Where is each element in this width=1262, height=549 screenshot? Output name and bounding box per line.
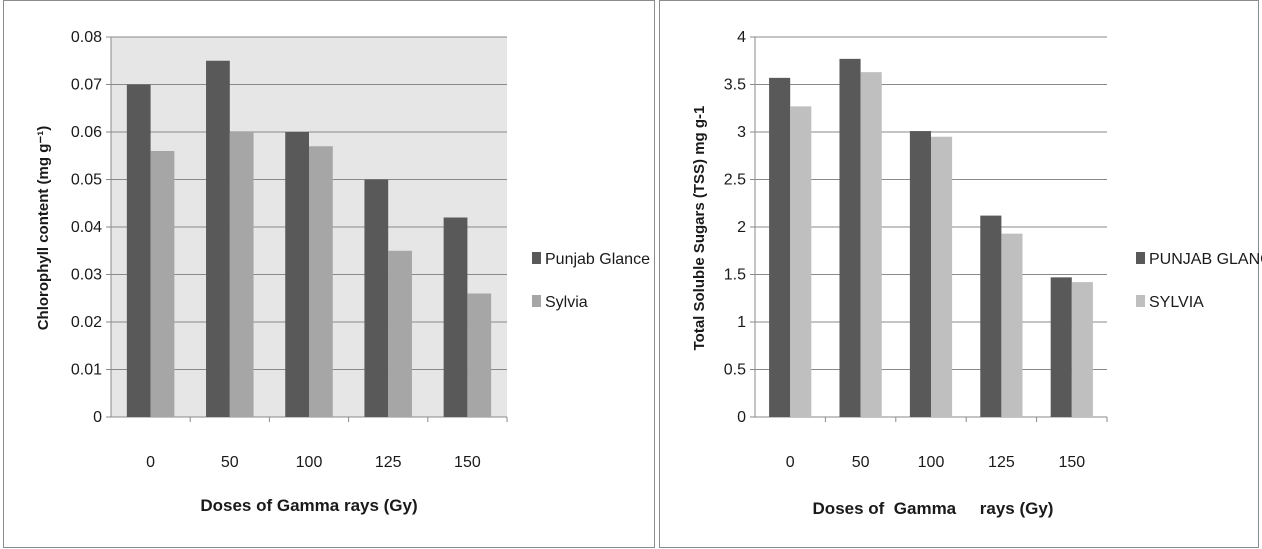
x-axis-title: Doses of Gamma rays (Gy) bbox=[200, 496, 417, 515]
bar-punjab-glance-150 bbox=[443, 217, 468, 417]
y-tick-label: 3.5 bbox=[724, 77, 746, 94]
legend-swatch bbox=[1136, 252, 1145, 264]
legend-label: Punjab Glance bbox=[545, 251, 650, 268]
legend-swatch bbox=[532, 295, 541, 307]
bar-sylvia-100 bbox=[931, 136, 953, 417]
bar-sylvia-50 bbox=[229, 132, 254, 417]
y-tick-label: 0.08 bbox=[71, 29, 102, 46]
bar-punjab-glance-50 bbox=[839, 58, 861, 417]
x-tick-label: 125 bbox=[988, 454, 1015, 471]
bar-punjab-glance-150 bbox=[1050, 277, 1072, 417]
legend-label: SYLVIA bbox=[1149, 294, 1204, 311]
legend-label: Sylvia bbox=[545, 294, 588, 311]
y-tick-label: 0.02 bbox=[71, 314, 102, 331]
y-tick-label: 2 bbox=[737, 219, 746, 236]
x-tick-label: 150 bbox=[454, 454, 481, 471]
bar-sylvia-100 bbox=[309, 146, 333, 417]
y-tick-label: 1 bbox=[737, 314, 746, 331]
bar-sylvia-150 bbox=[467, 293, 492, 417]
x-tick-label: 50 bbox=[852, 454, 870, 471]
x-axis-title: Doses of Gamma rays (Gy) bbox=[813, 499, 1054, 518]
x-tick-label: 150 bbox=[1058, 454, 1085, 471]
y-tick-label: 3 bbox=[737, 124, 746, 141]
y-tick-label: 0 bbox=[737, 409, 746, 426]
x-tick-label: 100 bbox=[296, 454, 323, 471]
y-axis-title: Total Soluble Sugars (TSS) mg g-1 bbox=[691, 106, 708, 351]
legend-label: PUNJAB GLANCE bbox=[1149, 251, 1262, 268]
bar-sylvia-125 bbox=[1001, 233, 1023, 417]
y-axis-title: Chlorophyll content (mg g⁻¹) bbox=[35, 126, 52, 331]
tss-chart-panel: 0 0.5 1 1.5 2 2.5 3 3.5 4 0 50 100 125 150 Doses of Ga… bbox=[659, 0, 1262, 548]
tss-chart: 0 0.5 1 1.5 2 2.5 3 3.5 4 0 50 100 125 150 Doses of Ga… bbox=[691, 29, 1262, 518]
bar-punjab-glance-0 bbox=[126, 84, 151, 417]
bar-punjab-glance-100 bbox=[285, 132, 309, 417]
x-tick-label: 0 bbox=[146, 454, 155, 471]
x-tick-label: 100 bbox=[918, 454, 945, 471]
bar-sylvia-0 bbox=[790, 106, 812, 417]
bar-sylvia-0 bbox=[150, 151, 175, 417]
y-tick-label: 0.03 bbox=[71, 267, 102, 284]
bar-sylvia-150 bbox=[1071, 282, 1093, 417]
chlorophyll-chart-panel: 0 0.01 0.02 0.03 0.04 0.05 0.06 0.07 0.08 0 50 100 1… bbox=[3, 0, 655, 548]
bar-punjab-glance-125 bbox=[980, 215, 1002, 417]
y-tick-label: 0.04 bbox=[71, 219, 102, 236]
y-tick-label: 4 bbox=[737, 29, 746, 46]
y-tick-label: 0.07 bbox=[71, 77, 102, 94]
x-tick-label: 50 bbox=[221, 454, 239, 471]
legend-swatch bbox=[532, 252, 541, 264]
y-tick-label: 0 bbox=[93, 409, 102, 426]
y-tick-label: 0.01 bbox=[71, 362, 102, 379]
bar-sylvia-125 bbox=[388, 250, 412, 417]
chlorophyll-chart: 0 0.01 0.02 0.03 0.04 0.05 0.06 0.07 0.08 0 50 100 1… bbox=[35, 29, 650, 515]
y-tick-label: 1.5 bbox=[724, 267, 746, 284]
bar-punjab-glance-0 bbox=[769, 77, 791, 417]
y-tick-label: 0.05 bbox=[71, 172, 102, 189]
bar-punjab-glance-100 bbox=[909, 131, 931, 418]
x-tick-label: 125 bbox=[375, 454, 402, 471]
legend-swatch bbox=[1136, 295, 1145, 307]
y-tick-label: 0.06 bbox=[71, 124, 102, 141]
bar-punjab-glance-125 bbox=[364, 179, 389, 417]
x-tick-label: 0 bbox=[786, 454, 795, 471]
y-tick-label: 2.5 bbox=[724, 172, 746, 189]
bar-punjab-glance-50 bbox=[206, 60, 230, 417]
y-tick-label: 0.5 bbox=[724, 362, 746, 379]
bar-sylvia-50 bbox=[860, 72, 882, 418]
